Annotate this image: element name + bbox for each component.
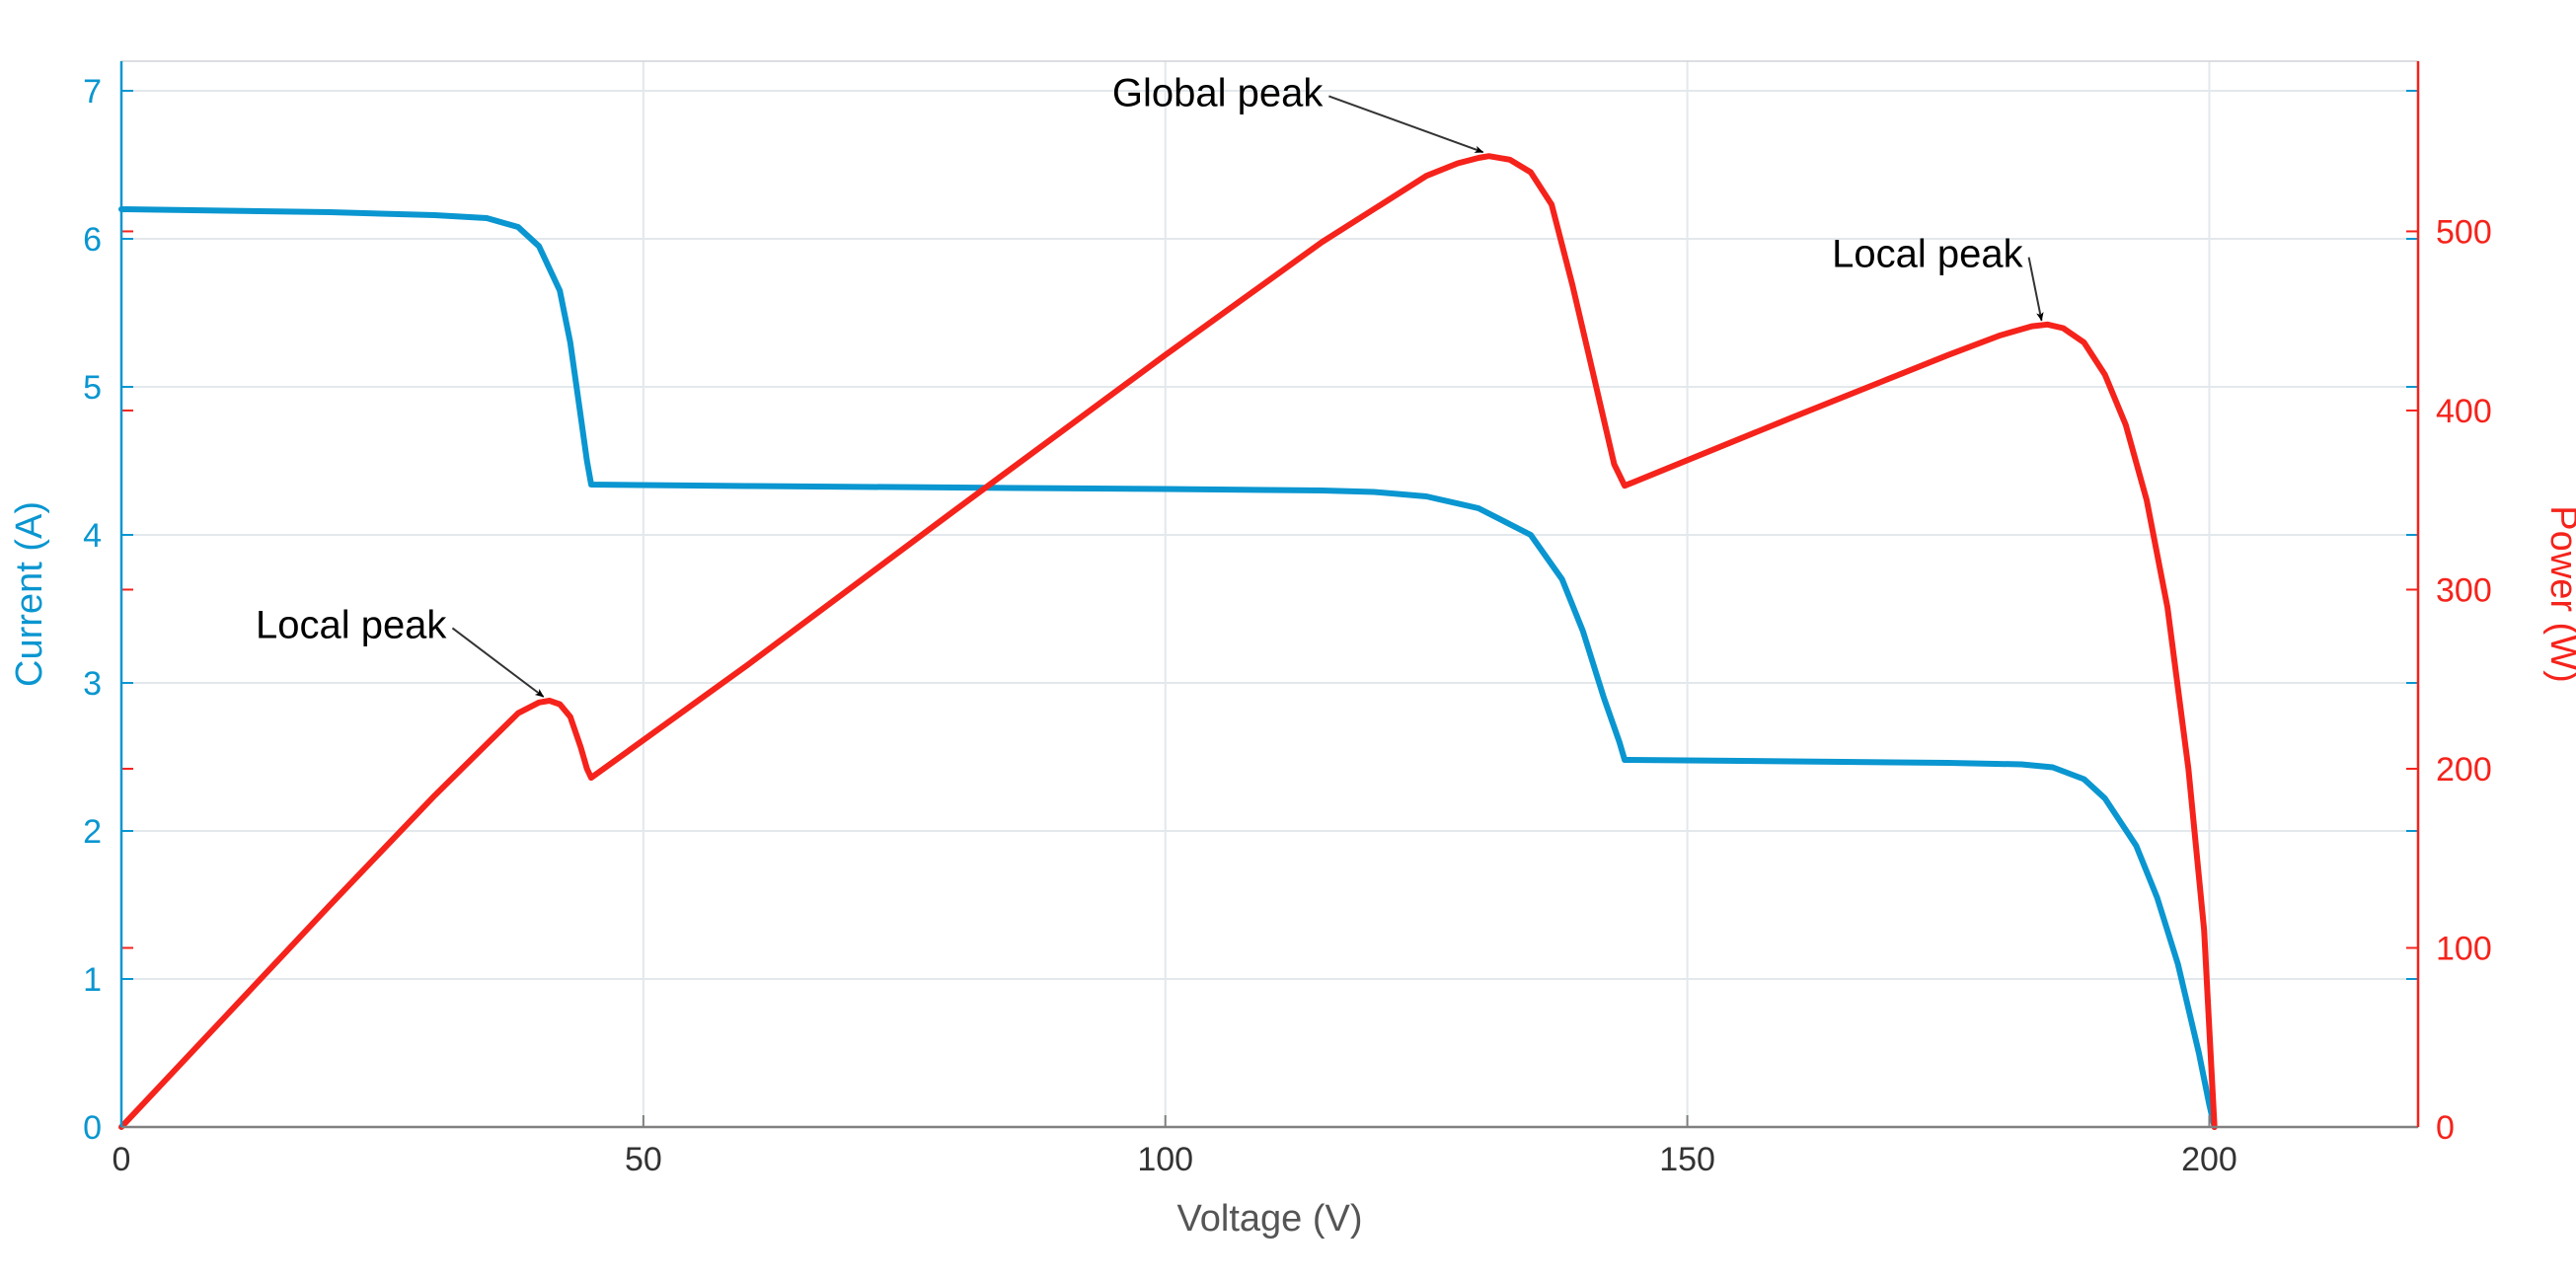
x-tick-label: 0 (113, 1141, 131, 1178)
annotation-label: Global peak (1112, 71, 1324, 114)
grid (120, 61, 2418, 1128)
y-left-tick-label: 3 (83, 665, 102, 703)
y-left-tick-label: 6 (83, 221, 102, 259)
annotation-arrow (451, 627, 545, 698)
x-tick-label: 150 (1659, 1141, 1715, 1178)
y-left-tick-label: 2 (83, 813, 102, 851)
power-curve (118, 153, 2218, 1130)
y-right-tick-label: 400 (2436, 393, 2492, 430)
series-layer (118, 153, 2218, 1130)
current-curve (118, 206, 2218, 1130)
y-right-tick-label: 100 (2436, 930, 2492, 967)
plot-frame (120, 60, 2419, 1128)
y-right-tick-label: 300 (2436, 571, 2492, 609)
y-left-tick-label: 4 (83, 517, 102, 555)
y-left-tick-label: 7 (83, 73, 102, 111)
y-right-axis-title: Power (W) (2542, 505, 2576, 682)
annotation-label: Local peak (1832, 233, 2023, 276)
y-left-axis-title: Current (A) (9, 501, 50, 687)
axes-layer: 0 50 100 150 200 0 1 2 3 4 5 6 7 0 100 200 300 400 500 (83, 61, 2492, 1178)
annotation-arrow (2027, 257, 2044, 322)
x-tick-label: 100 (1137, 1141, 1193, 1178)
x-tick-label: 50 (625, 1141, 662, 1178)
x-axis-title: Voltage (V) (1177, 1198, 1363, 1240)
y-right-tick-label: 0 (2436, 1109, 2455, 1147)
y-right-tick-label: 500 (2436, 213, 2492, 251)
y-right-tick-label: 200 (2436, 751, 2492, 789)
y-left-tick-label: 5 (83, 369, 102, 407)
annotation-layer: Global peak Local peak Local peak (256, 71, 2044, 698)
y-left-tick-label: 1 (83, 961, 102, 999)
annotation-arrow (1328, 95, 1484, 154)
annotation-label: Local peak (256, 603, 447, 646)
y-left-tick-label: 0 (83, 1109, 102, 1147)
x-tick-label: 200 (2181, 1141, 2237, 1178)
